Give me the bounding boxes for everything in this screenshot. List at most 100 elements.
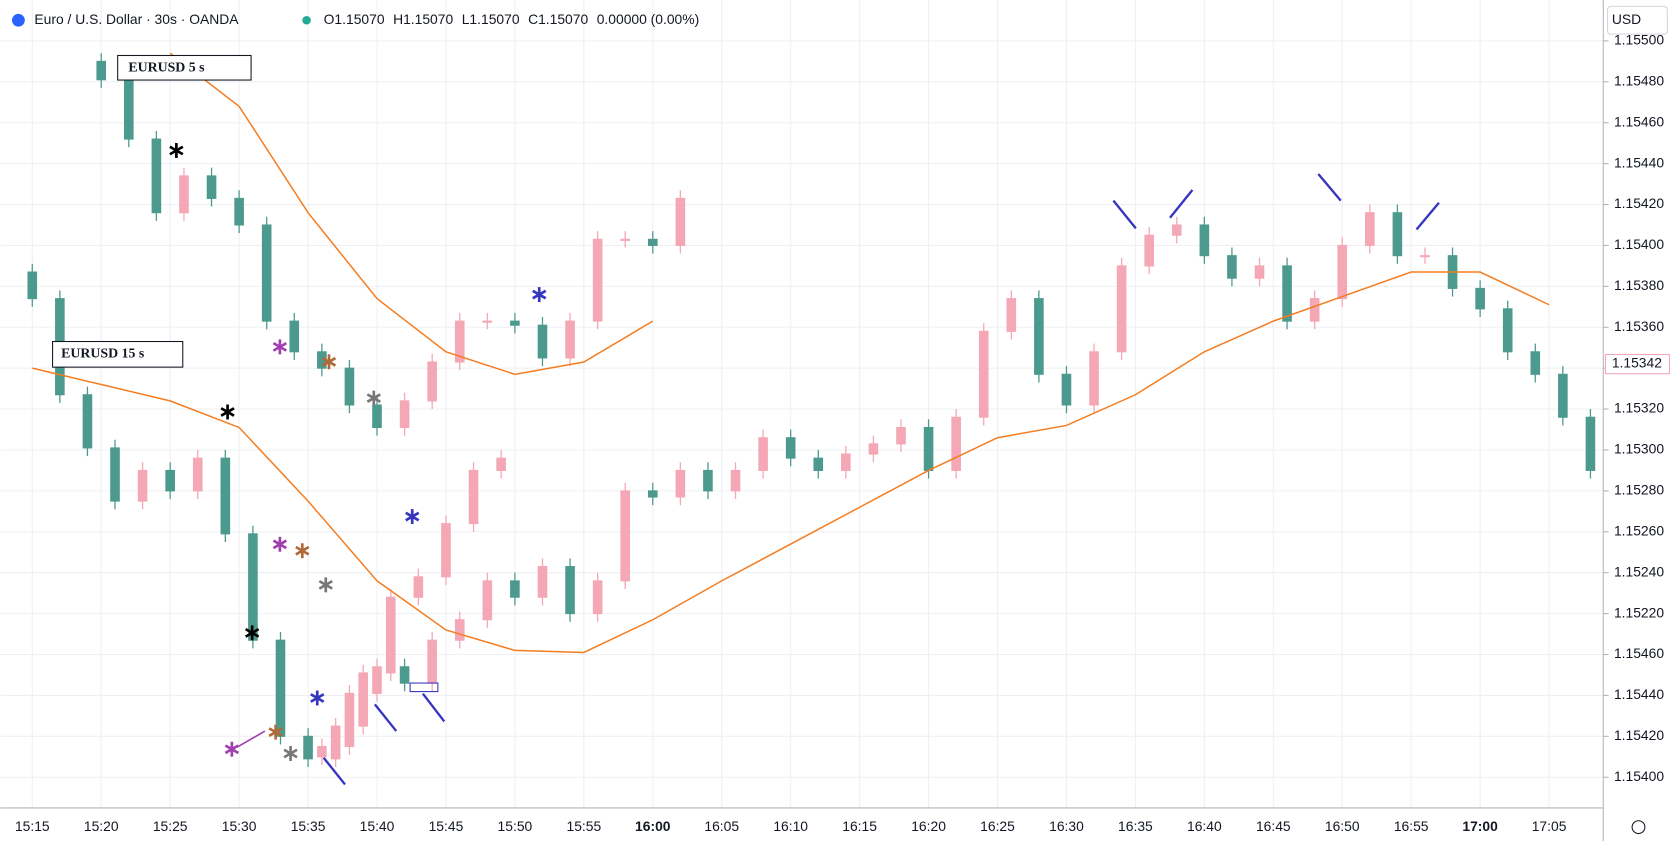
asterisk-stroke bbox=[272, 539, 288, 550]
trend-arrow bbox=[1415, 202, 1440, 231]
x-tick-label: 16:20 bbox=[911, 818, 946, 834]
candle-body bbox=[1530, 351, 1541, 375]
trend-arrow bbox=[373, 703, 398, 732]
asterisk-icon bbox=[245, 625, 260, 641]
candle-body bbox=[1061, 373, 1072, 406]
y-tick-label: 1.15460 bbox=[1614, 113, 1664, 129]
candle-body bbox=[454, 320, 465, 363]
candle-body bbox=[413, 576, 424, 598]
candle-body bbox=[82, 394, 93, 449]
asterisk-stroke bbox=[220, 407, 235, 417]
candle-body bbox=[1558, 373, 1568, 418]
x-tick-label: 15:25 bbox=[153, 818, 188, 834]
candle-body bbox=[647, 238, 658, 246]
candle-body bbox=[978, 330, 989, 418]
candle-body bbox=[1337, 244, 1348, 300]
ohlc-value: H1.15070 bbox=[393, 11, 453, 27]
annotation: EURUSD 5 s bbox=[128, 60, 205, 75]
ohlc-values: O1.15070 H1.15070 L1.15070 C1.15070 0.00000 … bbox=[324, 11, 700, 27]
trend-arrow bbox=[322, 757, 346, 786]
x-tick-label: 16:15 bbox=[842, 818, 877, 834]
ohlc-value: L1.15070 bbox=[462, 11, 520, 27]
asterisk-stroke bbox=[310, 693, 325, 703]
candle-body bbox=[427, 361, 437, 402]
x-tick-label: 15:50 bbox=[498, 818, 533, 834]
candle-body bbox=[675, 197, 686, 246]
asterisk-stroke bbox=[321, 356, 337, 367]
asterisk-stroke bbox=[272, 341, 288, 352]
candle-body bbox=[510, 320, 520, 326]
y-tick-label: 1.15420 bbox=[1614, 195, 1664, 211]
x-tick-label: 16:00 bbox=[635, 818, 671, 834]
candle-body bbox=[385, 596, 396, 674]
candle-body bbox=[303, 735, 313, 760]
candle-body bbox=[592, 580, 603, 615]
candle-body bbox=[27, 271, 38, 300]
candle-body bbox=[261, 224, 272, 322]
currency-button[interactable] bbox=[1607, 5, 1668, 35]
settings-icon[interactable] bbox=[1631, 820, 1646, 835]
candle-body bbox=[151, 138, 162, 214]
candle-body bbox=[1199, 224, 1210, 257]
y-tick-label: 1.15240 bbox=[1614, 563, 1664, 579]
candle-body bbox=[372, 666, 382, 694]
candle-body bbox=[1475, 287, 1485, 310]
asterisk-icon bbox=[318, 577, 333, 593]
asterisk-icon bbox=[405, 509, 420, 525]
x-tick-label: 16:05 bbox=[704, 818, 739, 834]
asterisk-icon bbox=[224, 741, 240, 757]
candle-body bbox=[124, 79, 134, 140]
y-tick-label: 1.15460 bbox=[1614, 645, 1664, 661]
asterisk-stroke bbox=[283, 748, 298, 759]
candle-body bbox=[841, 453, 851, 471]
x-tick-label: 15:35 bbox=[291, 818, 326, 834]
ohlc-value: 0.00000 (0.00%) bbox=[597, 11, 699, 27]
x-tick-label: 16:10 bbox=[773, 818, 808, 834]
ohlc-value: O1.15070 bbox=[324, 11, 385, 27]
asterisk-stroke bbox=[295, 545, 310, 556]
y-tick-label: 1.15440 bbox=[1614, 154, 1664, 170]
selection-box bbox=[409, 682, 439, 693]
asterisk-stroke bbox=[169, 145, 184, 156]
asterisk-icon bbox=[272, 536, 288, 552]
x-tick-label: 16:55 bbox=[1394, 818, 1429, 834]
candle-body bbox=[234, 197, 244, 226]
asterisk-stroke bbox=[318, 579, 333, 590]
candle-body bbox=[647, 490, 658, 498]
asterisk-icon bbox=[366, 390, 381, 406]
x-tick-label: 16:30 bbox=[1049, 818, 1084, 834]
currency[interactable]: USD bbox=[1612, 11, 1641, 27]
grid bbox=[0, 0, 1604, 808]
x-tick-label: 17:05 bbox=[1532, 818, 1567, 834]
y-tick-label: 1.15420 bbox=[1614, 727, 1664, 743]
candle-body bbox=[813, 457, 824, 471]
x-tick-label: 16:35 bbox=[1118, 818, 1153, 834]
candle-body bbox=[1144, 234, 1154, 267]
candle-body bbox=[1254, 265, 1265, 279]
trend-line bbox=[236, 730, 266, 748]
candle-body bbox=[482, 320, 493, 323]
candle-body bbox=[1585, 416, 1596, 471]
candle-body bbox=[317, 746, 327, 758]
x-tick-label: 15:45 bbox=[429, 818, 464, 834]
candle-body bbox=[441, 523, 451, 578]
candle-body bbox=[565, 320, 575, 359]
candle-body bbox=[537, 324, 548, 359]
status-dot bbox=[302, 16, 311, 25]
y-tick-label: 1.15280 bbox=[1614, 482, 1664, 498]
candle-body bbox=[1171, 224, 1182, 236]
chart-title: Euro / U.S. Dollar · 30s · OANDA bbox=[34, 11, 239, 27]
y-tick-label: 1.15440 bbox=[1614, 686, 1664, 702]
candle-body bbox=[510, 580, 520, 598]
candle-body bbox=[192, 457, 203, 492]
candle-body bbox=[730, 469, 741, 492]
plot bbox=[27, 52, 1596, 786]
x-tick-label: 15:20 bbox=[84, 818, 119, 834]
candle-body bbox=[344, 367, 355, 406]
candle-body bbox=[96, 60, 107, 81]
x-tick-label: 16:25 bbox=[980, 818, 1015, 834]
asterisk-icon bbox=[268, 724, 283, 740]
candle-body bbox=[785, 437, 796, 459]
